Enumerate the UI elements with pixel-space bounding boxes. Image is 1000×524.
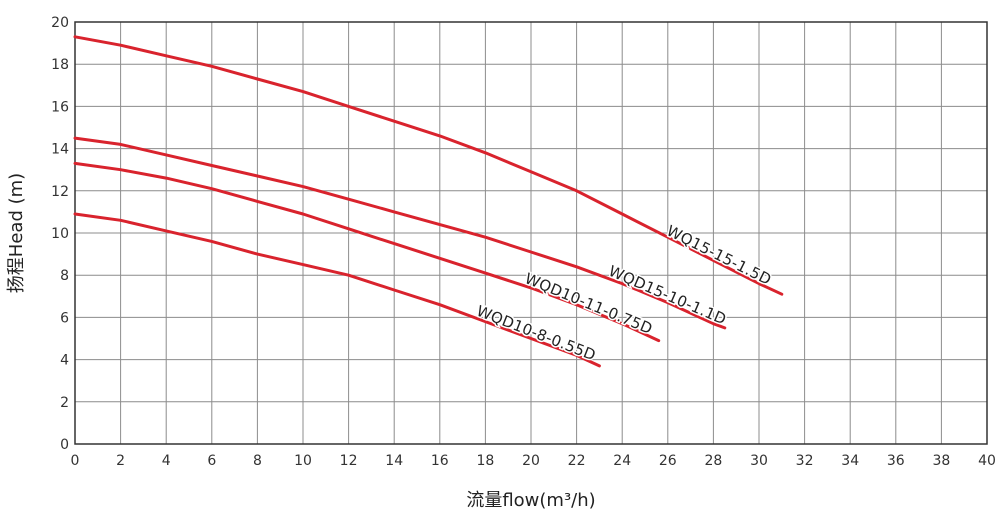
x-tick-label: 24	[613, 453, 631, 469]
x-tick-label: 0	[71, 453, 80, 469]
x-tick-label: 32	[796, 453, 814, 469]
plot-frame	[74, 21, 988, 445]
y-tick-label: 18	[51, 57, 69, 73]
series-line	[73, 136, 727, 330]
x-tick-label: 18	[476, 453, 494, 469]
y-axis-title: 扬程Head (m)	[6, 173, 27, 293]
x-tick-label: 12	[340, 453, 358, 469]
x-tick-label: 10	[294, 453, 312, 469]
y-tick-label: 20	[51, 15, 69, 31]
x-tick-label: 6	[207, 453, 216, 469]
x-tick-label: 26	[659, 453, 677, 469]
y-tick-label: 4	[60, 353, 69, 369]
y-tick-label: 12	[51, 184, 69, 200]
x-tick-label: 8	[253, 453, 262, 469]
series-line	[73, 212, 601, 368]
curve-labels: WQ15-15-1.5DWQD15-10-1.1DWQD10-11-0.75DW…	[473, 220, 776, 366]
x-tick-label: 2	[116, 453, 125, 469]
x-axis-title: 流量flow(m³/h)	[466, 490, 595, 511]
tick-labels: 0 2 4 6 8 10 12 14 16 18 20 22 24 26 28 30 32 34 36 38 40024…	[51, 15, 996, 469]
x-tick-label: 14	[385, 453, 403, 469]
y-tick-label: 0	[60, 437, 69, 453]
x-tick-label: 4	[162, 453, 171, 469]
curves	[73, 35, 784, 368]
y-tick-label: 6	[60, 310, 69, 326]
y-tick-label: 2	[60, 395, 69, 411]
x-tick-label: 28	[704, 453, 722, 469]
series-line	[73, 35, 784, 296]
y-tick-label: 8	[60, 268, 69, 284]
x-tick-label: 22	[568, 453, 586, 469]
series-line	[73, 161, 661, 343]
x-tick-label: 30	[750, 453, 768, 469]
x-tick-label: 36	[887, 453, 905, 469]
series-label: WQ15-15-1.5D	[664, 222, 775, 289]
y-tick-label: 10	[51, 226, 69, 242]
series-label: WQD10-8-0.55D	[474, 302, 598, 365]
x-tick-label: 16	[431, 453, 449, 469]
x-tick-label: 38	[932, 453, 950, 469]
y-tick-label: 14	[51, 142, 69, 158]
x-tick-label: 20	[522, 453, 540, 469]
y-tick-label: 16	[51, 99, 69, 115]
x-tick-label: 34	[841, 453, 859, 469]
grid	[75, 22, 987, 444]
x-tick-label: 40	[978, 453, 996, 469]
